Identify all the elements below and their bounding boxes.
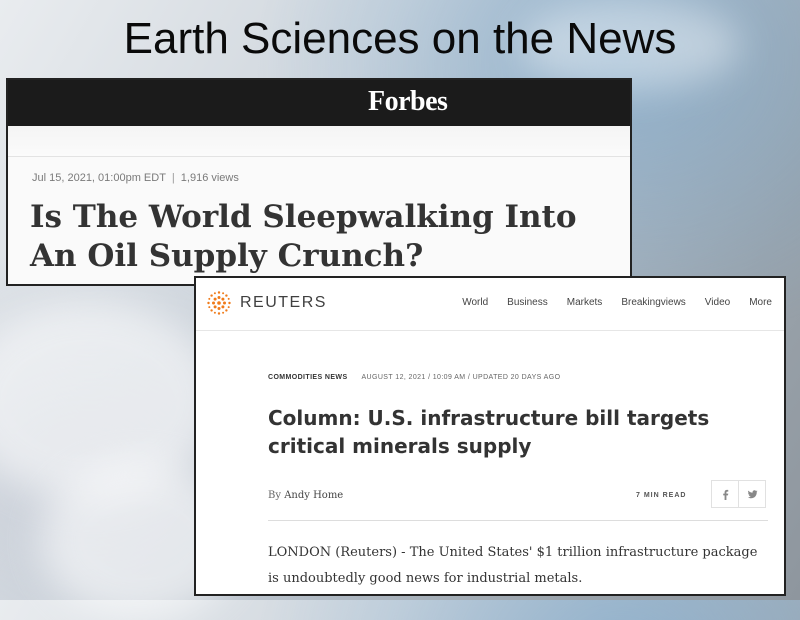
- article-dateline: AUGUST 12, 2021 / 10:09 AM / UPDATED 20 …: [361, 374, 561, 381]
- nav-item-business[interactable]: Business: [507, 297, 548, 308]
- reuters-headline: Column: U.S. infrastructure bill targets…: [268, 406, 710, 458]
- facebook-share-button[interactable]: [711, 480, 739, 508]
- nav-item-breakingviews[interactable]: Breakingviews: [621, 297, 686, 308]
- article-kicker-row: COMMODITIES NEWS AUGUST 12, 2021 / 10:09…: [268, 374, 560, 381]
- meta-separator: |: [171, 172, 175, 184]
- read-time: 7 MIN READ: [636, 492, 687, 499]
- reuters-wordmark: REUTERS: [240, 294, 327, 311]
- byline: By Andy Home: [268, 490, 343, 501]
- forbes-header-bar: Forbes: [8, 80, 630, 126]
- reuters-nav-menu: World Business Markets Breakingviews Vid…: [462, 297, 772, 308]
- reuters-article-card[interactable]: REUTERS World Business Markets Breakingv…: [194, 276, 786, 596]
- forbes-date: Jul 15, 2021, 01:00pm EDT: [32, 172, 166, 184]
- reuters-dots-logo-icon: [207, 291, 231, 315]
- nav-item-markets[interactable]: Markets: [566, 297, 603, 308]
- byline-prefix: By: [268, 490, 281, 501]
- author-link[interactable]: Andy Home: [284, 490, 344, 501]
- facebook-icon: [722, 489, 728, 500]
- background-cloud: [520, 0, 740, 90]
- forbes-article-card[interactable]: Forbes Jul 15, 2021, 01:00pm EDT | 1,916 v…: [6, 78, 632, 286]
- nav-item-world[interactable]: World: [462, 297, 489, 308]
- reuters-nav-bar: REUTERS World Business Markets Breakingv…: [196, 278, 784, 331]
- reuters-logo[interactable]: REUTERS: [206, 290, 327, 316]
- forbes-headline[interactable]: Is The World Sleepwalking Into An Oil Su…: [30, 199, 577, 274]
- nav-item-video[interactable]: Video: [704, 297, 731, 308]
- forbes-views: 1,916 views: [180, 172, 239, 184]
- forbes-logo[interactable]: Forbes: [368, 86, 448, 117]
- twitter-icon: [747, 489, 758, 498]
- article-body-text: LONDON (Reuters) - The United States' $1…: [268, 545, 758, 586]
- share-buttons: [711, 480, 766, 508]
- forbes-meta: Jul 15, 2021, 01:00pm EDT | 1,916 views: [32, 172, 239, 184]
- twitter-share-button[interactable]: [738, 480, 766, 508]
- forbes-subheader: [8, 126, 630, 157]
- section-kicker[interactable]: COMMODITIES NEWS: [268, 374, 348, 381]
- nav-item-more[interactable]: More: [749, 297, 772, 308]
- article-divider: [268, 520, 768, 521]
- slide-title: Earth Sciences on the News: [123, 14, 677, 63]
